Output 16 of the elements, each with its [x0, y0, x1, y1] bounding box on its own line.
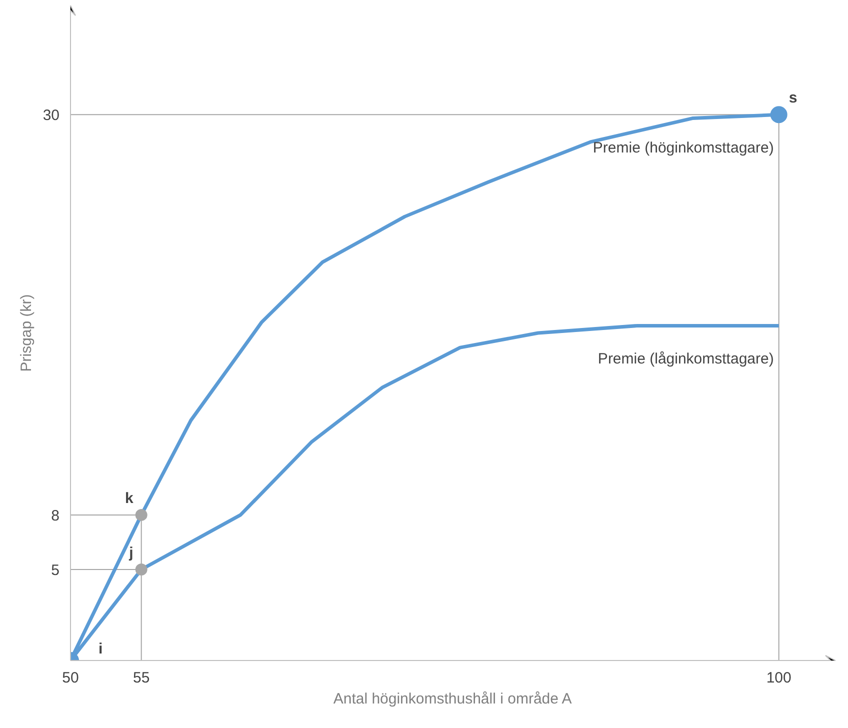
annotation: k	[124, 490, 134, 507]
y-tick-label: 8	[51, 507, 60, 524]
x-axis-title: Antal höginkomsthushåll i område A	[333, 690, 572, 708]
y-tick-label: 5	[51, 562, 60, 580]
series-label: Premie (låginkomsttagare)	[598, 350, 774, 368]
annotation: j	[128, 544, 134, 562]
point	[135, 564, 148, 576]
y-axis-title: Prisgap (kr)	[18, 294, 35, 372]
x-tick-label: 55	[132, 670, 150, 686]
annotation: i	[98, 640, 103, 658]
annotation: s	[788, 90, 798, 107]
point	[135, 508, 148, 521]
series-label: Premie (höginkomsttagare)	[592, 140, 774, 157]
x-tick-label: 100	[766, 670, 792, 686]
y-tick-label: 30	[42, 107, 60, 124]
x-tick-label: 50	[62, 670, 79, 686]
